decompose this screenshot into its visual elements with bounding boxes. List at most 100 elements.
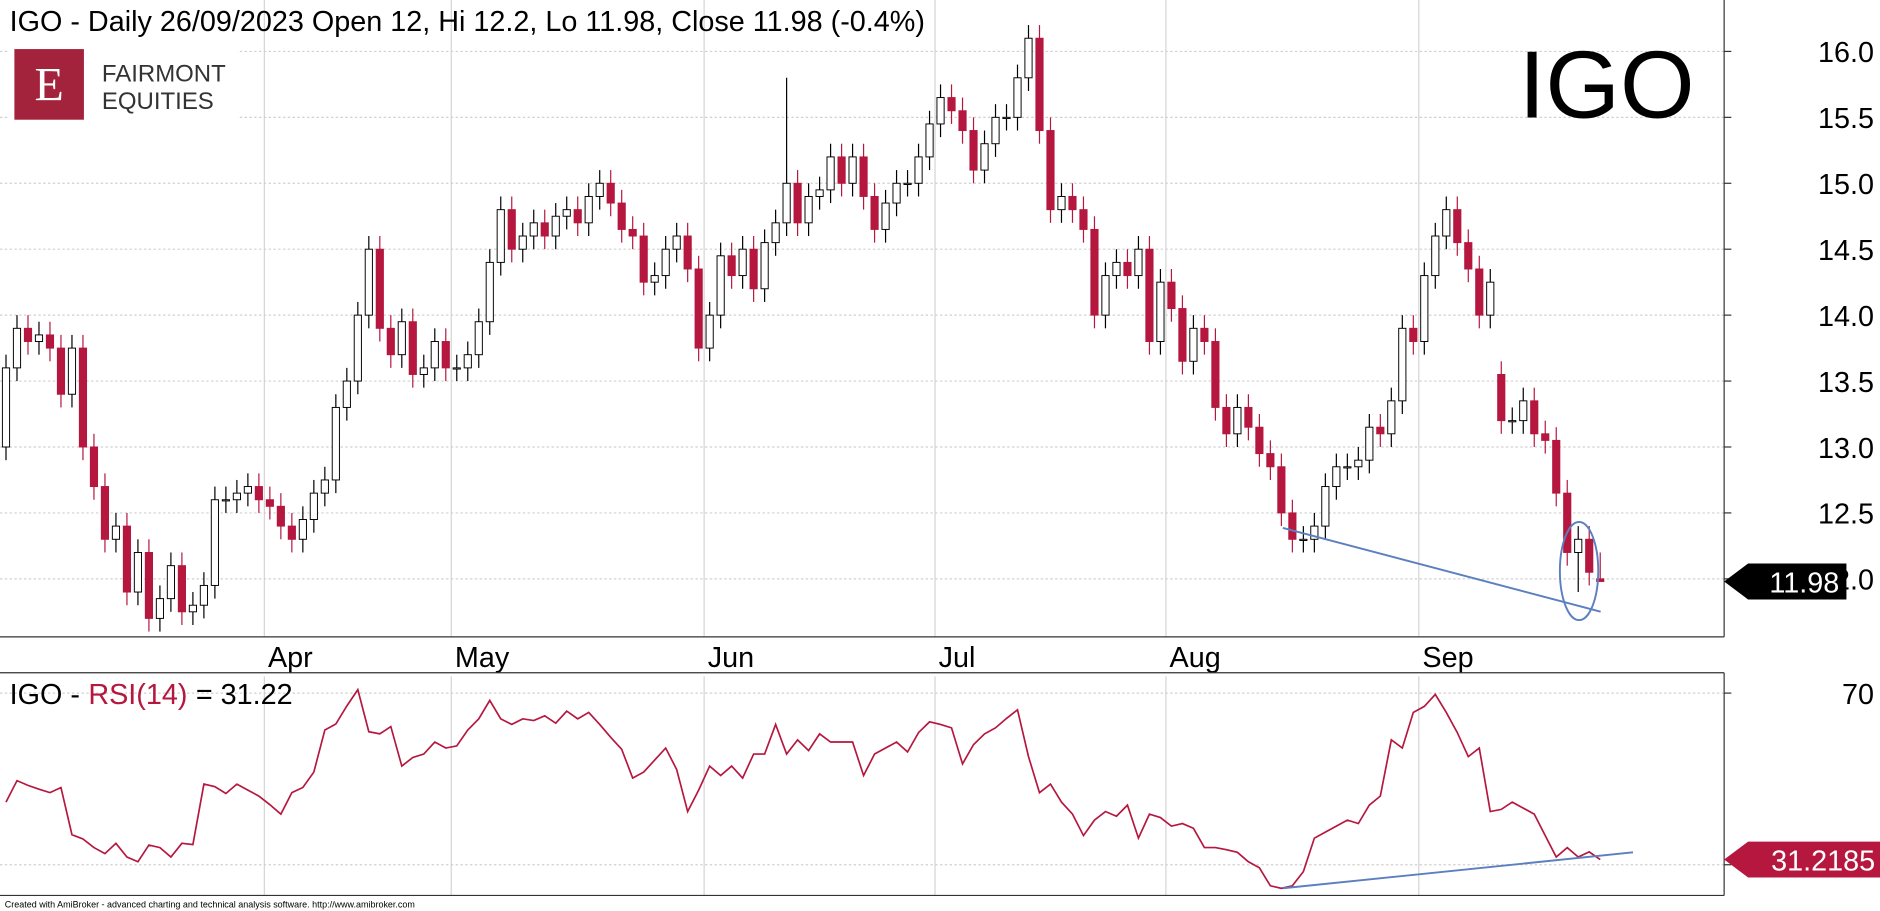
- candle-body: [837, 156, 846, 184]
- candle-body: [1464, 242, 1473, 270]
- candle-body: [1057, 195, 1066, 211]
- candle-body: [309, 492, 318, 520]
- candle-body: [1112, 261, 1121, 277]
- candle-body: [1068, 195, 1077, 211]
- candle-body: [100, 486, 110, 540]
- candle-body: [1266, 453, 1275, 468]
- candle-body: [364, 248, 373, 316]
- candle-body: [782, 182, 791, 224]
- candle-body: [606, 182, 615, 204]
- y-tick-label: 14.0: [1818, 301, 1874, 333]
- candle-body: [1541, 433, 1550, 441]
- candle-body: [89, 446, 99, 488]
- candle-body: [1101, 275, 1110, 316]
- candle-body: [1233, 406, 1242, 435]
- candle-body: [210, 499, 219, 586]
- marks-layer: [1, 25, 1605, 890]
- candle-body: [474, 321, 483, 356]
- x-tick-label: May: [455, 642, 510, 674]
- candle-body: [243, 486, 252, 494]
- candle-body: [672, 235, 681, 250]
- candle-body: [1035, 37, 1044, 132]
- rsi-title-suffix: = 31.22: [196, 679, 293, 711]
- candle-body: [617, 202, 626, 230]
- candle-body: [1178, 308, 1187, 362]
- candle-body: [1024, 37, 1033, 79]
- rsi-title-name: RSI(14): [88, 679, 187, 711]
- candle-body: [595, 182, 604, 197]
- candle-body: [1079, 209, 1088, 230]
- candle-body: [1409, 327, 1418, 342]
- candle-body: [881, 202, 890, 230]
- candle-body: [441, 341, 450, 369]
- candle-body: [133, 551, 143, 593]
- candle-body: [1343, 466, 1352, 469]
- candle-body: [1508, 420, 1517, 423]
- candle-body: [1420, 275, 1429, 342]
- candle-body: [529, 222, 538, 237]
- candle-body: [826, 156, 835, 191]
- candle-body: [188, 604, 197, 613]
- candle-body: [980, 143, 989, 171]
- candle-body: [199, 584, 208, 606]
- y-tick-label: 15.0: [1818, 169, 1874, 201]
- candle-body: [1530, 400, 1539, 435]
- candle-body: [1046, 130, 1055, 211]
- candle-body: [958, 110, 967, 132]
- candle-body: [1585, 538, 1594, 573]
- candle-body: [738, 248, 747, 277]
- candle-body: [1090, 228, 1099, 316]
- candle-body: [1211, 341, 1220, 408]
- logo-mark: [14, 49, 84, 120]
- chart-title: IGO - Daily 26/09/2023 Open 12, Hi 12.2,…: [10, 6, 925, 38]
- candle-body: [947, 97, 956, 112]
- candle-body: [584, 195, 593, 224]
- candle-body: [463, 354, 472, 369]
- candle-body: [1277, 466, 1286, 514]
- rsi-title-prefix: IGO -: [10, 679, 80, 711]
- last-rsi-label: 31.2185: [1771, 845, 1875, 877]
- candle-body: [969, 130, 978, 171]
- candle-body: [650, 275, 659, 283]
- logo-text: EQUITIES: [102, 88, 214, 115]
- logo-letter: E: [35, 59, 64, 112]
- x-tick-label: Jun: [708, 642, 754, 674]
- last-price-label: 11.98: [1769, 567, 1839, 599]
- candle-body: [1596, 578, 1605, 582]
- candle-body: [661, 248, 670, 277]
- candle-body: [177, 565, 186, 613]
- candle-body: [331, 406, 340, 481]
- candle-body: [419, 367, 428, 375]
- footer: Created with AmiBroker - advanced charti…: [5, 899, 415, 909]
- candle-body: [155, 598, 164, 619]
- x-tick-label: Aug: [1170, 642, 1221, 674]
- x-tick-label: Jul: [939, 642, 976, 674]
- candle-body: [45, 334, 55, 349]
- candle-body: [1497, 373, 1506, 422]
- candle-body: [408, 321, 417, 375]
- candle-body: [540, 222, 549, 237]
- candle-body: [78, 347, 88, 448]
- candle-body: [430, 341, 439, 369]
- candle-body: [342, 380, 351, 408]
- candle-body: [1299, 538, 1308, 541]
- y-tick-label: 70: [1842, 679, 1874, 711]
- candle-body: [1156, 281, 1165, 342]
- candle-body: [485, 261, 494, 323]
- candle-body: [34, 334, 44, 342]
- candle-body: [848, 156, 857, 184]
- candle-body: [386, 327, 395, 356]
- rsi-line: [5, 687, 1601, 890]
- candle-body: [1332, 466, 1341, 488]
- candle-body: [815, 189, 824, 197]
- candle-body: [716, 255, 725, 316]
- candle-body: [298, 519, 307, 540]
- candle-body: [1486, 281, 1495, 316]
- candle-body: [1255, 426, 1264, 455]
- candle-body: [166, 565, 175, 600]
- candle-body: [573, 209, 582, 224]
- candle-body: [1574, 538, 1583, 553]
- candle-body: [683, 235, 692, 270]
- candle-body: [903, 182, 912, 185]
